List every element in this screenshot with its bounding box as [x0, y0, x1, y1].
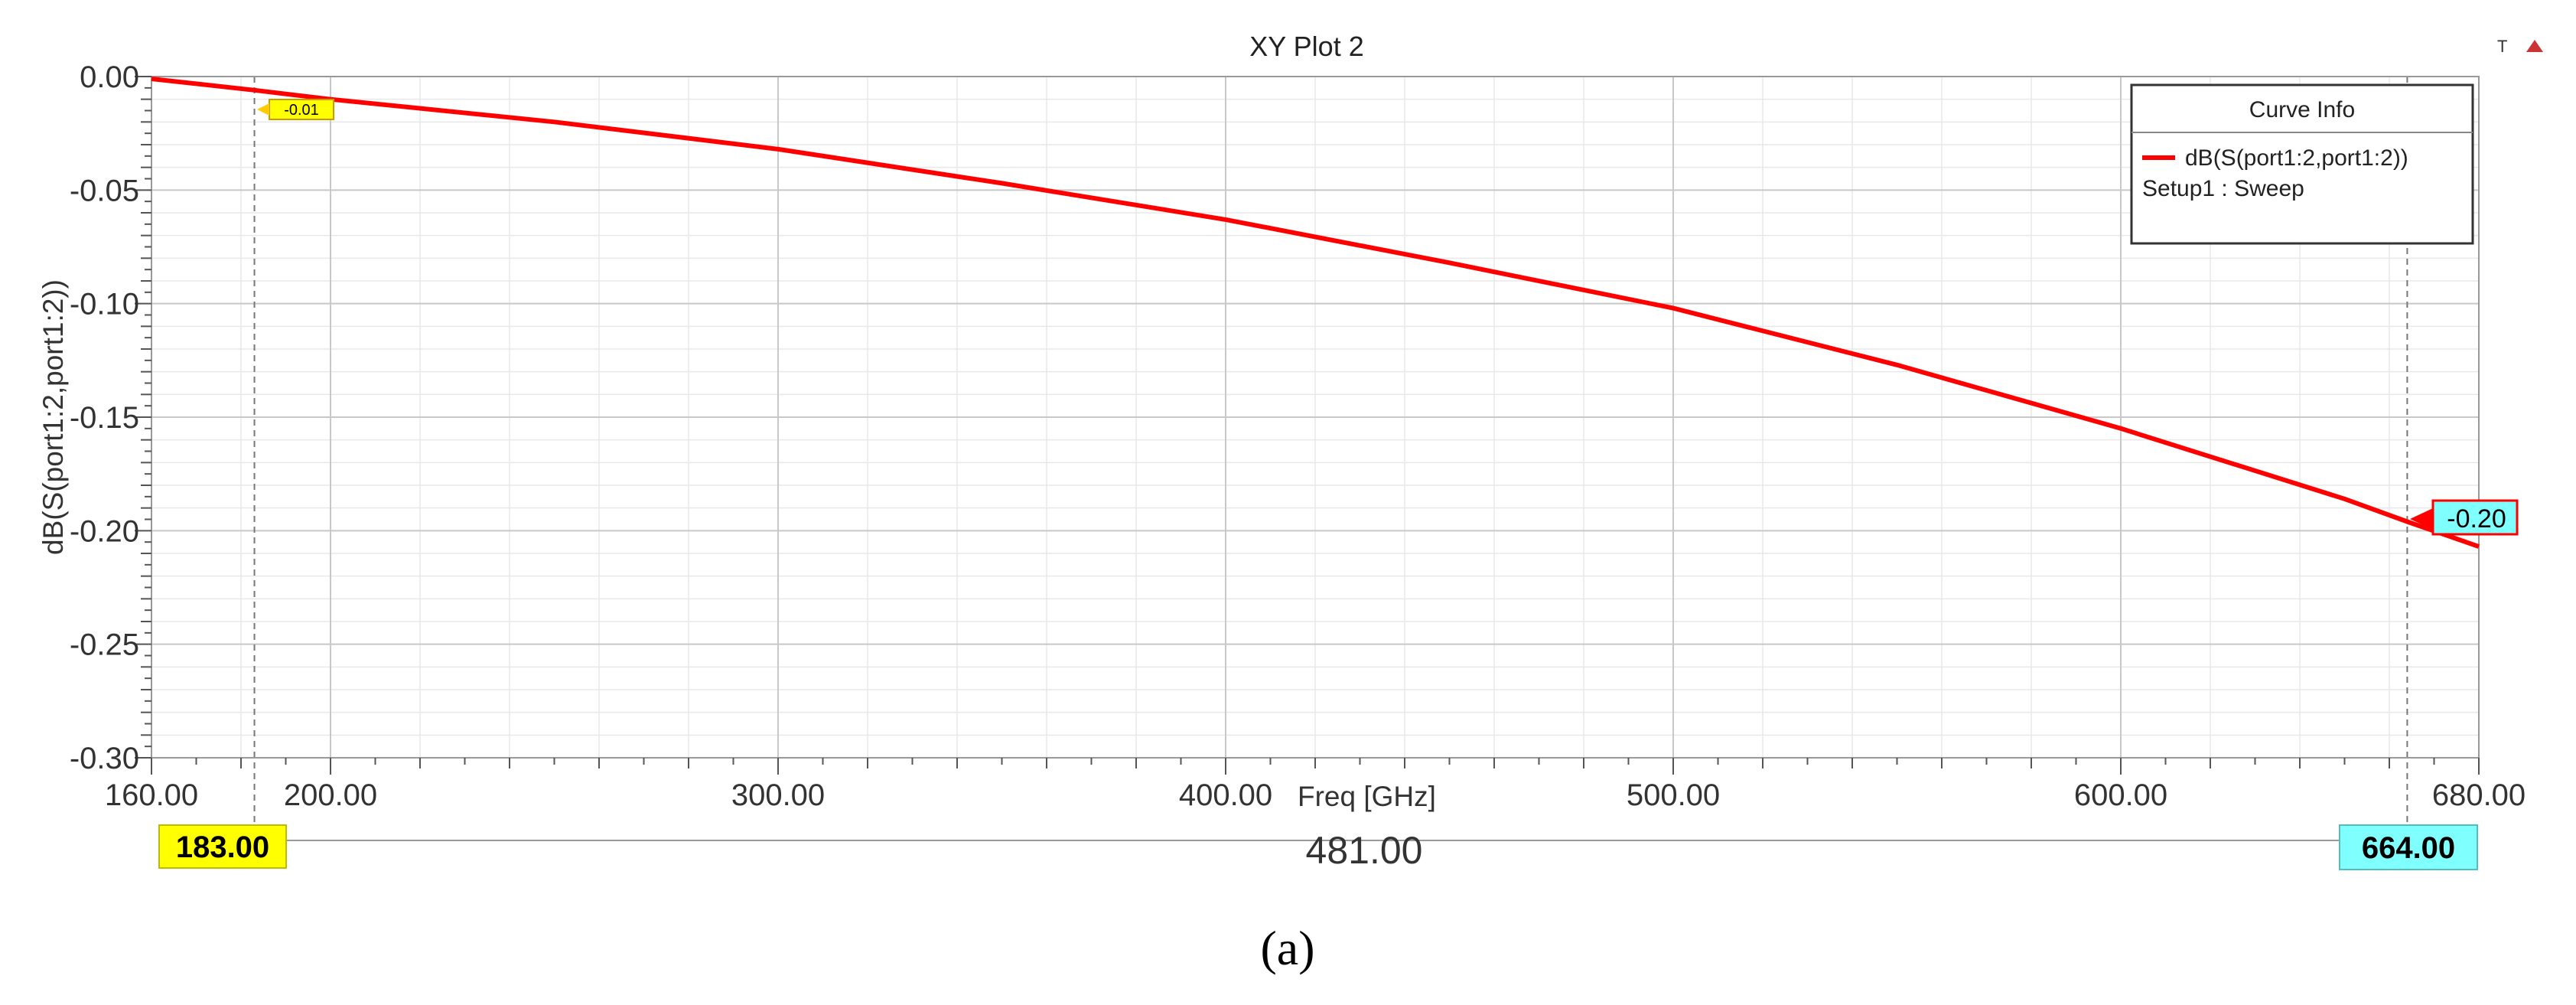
x-tick-label: 160.00: [105, 778, 198, 812]
series-line: [151, 77, 2480, 549]
y-tick-label: -0.30: [70, 742, 139, 775]
x-axis-label: Freq [GHz]: [1298, 781, 1436, 812]
x-tick-labels: 160.00 200.00 300.00 400.00 500.00 600.00 680.…: [105, 778, 2526, 812]
y-tick-label: -0.20: [70, 514, 139, 548]
legend-entry-sub: Setup1 : Sweep: [2142, 176, 2304, 201]
legend-box: Curve Info dB(S(port1:2,port1:2)) Setup1…: [2130, 83, 2474, 245]
marker-m2-y-label: -0.20: [2447, 504, 2506, 533]
x-tick-label: 400.00: [1179, 778, 1272, 812]
marker-m1[interactable]: -0.01: [257, 99, 334, 120]
t-icon[interactable]: T: [2497, 37, 2507, 56]
y-tick-labels: 0.00 -0.05 -0.10 -0.15 -0.20 -0.25 -0.30: [70, 60, 139, 775]
x-minor-ticks: [151, 758, 2480, 775]
x-tick-label: 680.00: [2432, 778, 2526, 812]
figure-caption: (a): [1260, 921, 1314, 975]
x-tick-label: 600.00: [2074, 778, 2167, 812]
delta-value: 481.00: [1306, 829, 1423, 872]
y-tick-label: 0.00: [80, 60, 139, 94]
chart-title: XY Plot 2: [1249, 31, 1363, 62]
marker-m2[interactable]: -0.20: [2410, 499, 2519, 536]
triangle-up-icon[interactable]: [2526, 40, 2543, 52]
marker-m1-y-label: -0.01: [284, 102, 319, 119]
marker-m1-pointer: [257, 103, 269, 116]
marker-m1-flag: [269, 99, 334, 120]
x-tick-label: 300.00: [731, 778, 825, 812]
y-tick-label: -0.05: [70, 174, 139, 207]
x-tick-label: 500.00: [1627, 778, 1720, 812]
marker-m1-x-label: 183.00: [176, 830, 269, 864]
x-tick-label: 200.00: [284, 778, 377, 812]
legend-entry-name: dB(S(port1:2,port1:2)): [2185, 145, 2408, 171]
y-minor-ticks: [135, 76, 151, 759]
marker-m2-flag: [2431, 499, 2519, 536]
marker-m2-x-box[interactable]: 664.00: [2339, 824, 2478, 870]
y-tick-label: -0.15: [70, 401, 139, 435]
marker-m1-x-box[interactable]: 183.00: [158, 824, 287, 869]
y-axis-label: dB(S(port1:2,port1:2)): [37, 279, 69, 555]
marker-guide-lines: [253, 77, 2408, 825]
legend-title: Curve Info: [2249, 97, 2355, 122]
y-tick-label: -0.10: [70, 288, 139, 321]
y-tick-label: -0.25: [70, 628, 139, 662]
marker-m2-pointer: [2410, 508, 2433, 530]
marker-m2-x-label: 664.00: [2362, 831, 2455, 865]
